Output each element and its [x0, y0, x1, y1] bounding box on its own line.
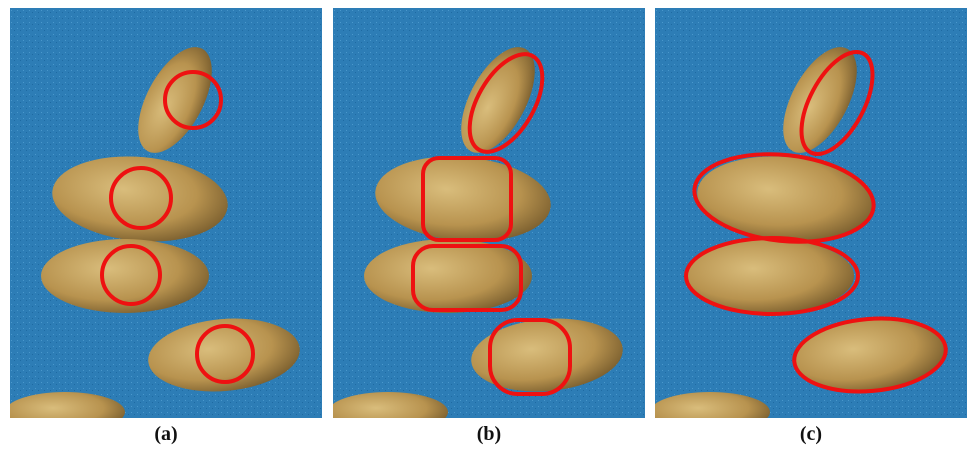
page: (a) (b) (c) (() => { const data = JSON.p… [0, 0, 969, 455]
panel-label: (b) [477, 423, 501, 445]
panel-a-image [5, 8, 322, 432]
panel-b-image [328, 8, 645, 432]
panel-label: (c) [800, 423, 822, 445]
figure: (a) (b) (c) [0, 0, 969, 455]
panel-c-image [650, 8, 967, 432]
panel-label: (a) [154, 423, 177, 445]
